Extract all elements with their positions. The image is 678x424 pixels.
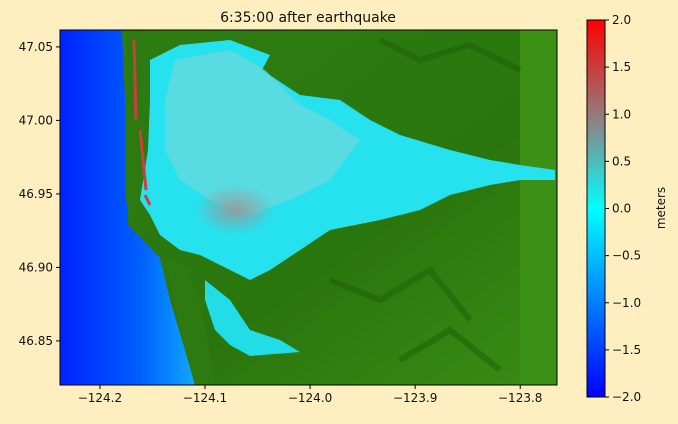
y-axis: 46.85 46.90 46.95 47.00 47.05 xyxy=(19,40,60,348)
colorbar-tick-label: 2.0 xyxy=(612,13,631,27)
south-channel xyxy=(205,280,300,356)
colorbar-tick-label: 0.0 xyxy=(612,202,631,216)
y-tick-label: 47.00 xyxy=(19,113,53,127)
colorbar-tick-label: −0.5 xyxy=(612,249,641,263)
southern-spit xyxy=(165,258,215,385)
colorbar-gradient xyxy=(586,19,606,398)
ocean xyxy=(60,30,195,385)
y-tick-label: 46.90 xyxy=(19,260,53,274)
colorbar: 2.0 1.5 1.0 0.5 0.0 −0.5 −1.0 −1.5 −2.0 meters xyxy=(586,13,668,404)
x-axis: −124.2 −124.1 −124.0 −123.9 −123.8 xyxy=(78,385,542,405)
colorbar-tick-label: 0.5 xyxy=(612,154,631,168)
colorbar-label: meters xyxy=(654,187,668,229)
colorbar-tick-label: 1.5 xyxy=(612,60,631,74)
bay-inner-water xyxy=(165,50,360,215)
plot-title: 6:35:00 after earthquake xyxy=(220,10,396,26)
y-tick-label: 46.95 xyxy=(19,187,53,201)
x-tick-label: −123.9 xyxy=(393,391,437,405)
colorbar-tick-label: −1.0 xyxy=(612,296,641,310)
y-tick-label: 47.05 xyxy=(19,40,53,54)
x-tick-label: −123.8 xyxy=(498,391,542,405)
colorbar-ticks: 2.0 1.5 1.0 0.5 0.0 −0.5 −1.0 −1.5 −2.0 xyxy=(605,13,641,404)
colorbar-tick-label: 1.0 xyxy=(612,107,631,121)
y-tick-label: 46.85 xyxy=(19,334,53,348)
colorbar-tick-label: −2.0 xyxy=(612,390,641,404)
x-tick-label: −124.1 xyxy=(183,391,227,405)
x-tick-label: −124.0 xyxy=(288,391,332,405)
land-coarse-right xyxy=(520,30,557,385)
barrier-spit xyxy=(126,30,142,225)
land-ridges xyxy=(328,37,522,373)
axes-frame xyxy=(59,29,558,386)
map-image xyxy=(60,30,557,385)
elevated-water xyxy=(195,185,275,235)
x-tick-label: −124.2 xyxy=(78,391,122,405)
high-water-streaks xyxy=(132,39,152,206)
colorbar-tick-label: −1.5 xyxy=(612,343,641,357)
